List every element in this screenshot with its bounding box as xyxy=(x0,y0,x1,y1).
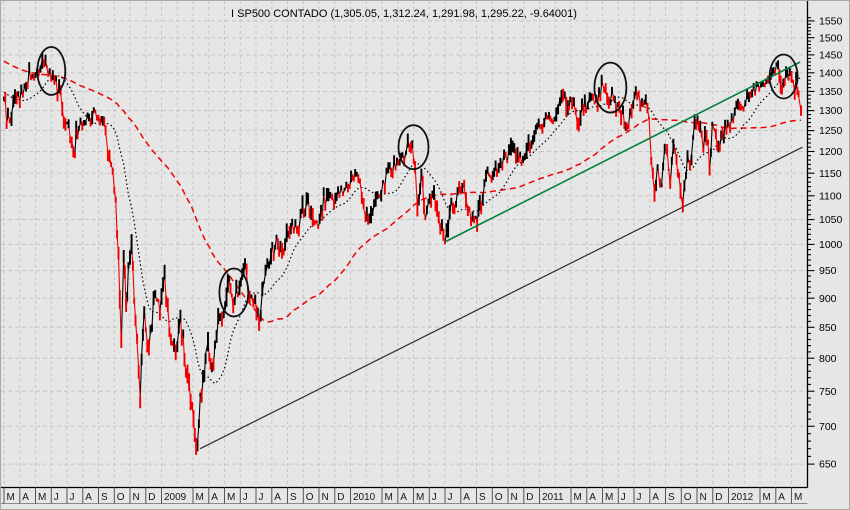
circle-annotation-top-may-2011[interactable] xyxy=(593,61,628,114)
circle-annotation-pullback-may-2009[interactable] xyxy=(218,267,250,318)
y-axis-label: 750 xyxy=(819,386,837,398)
x-axis-label: A xyxy=(778,492,785,503)
x-axis-label: 2009 xyxy=(164,492,187,503)
x-axis-label: J xyxy=(448,492,453,503)
y-axis-label: 1550 xyxy=(819,16,843,28)
x-axis-label: A xyxy=(211,492,218,503)
short-moving-average-line xyxy=(3,75,802,385)
y-axis-label: 1400 xyxy=(819,67,843,79)
y-axis-label: 1250 xyxy=(819,125,843,137)
x-axis-label: 2010 xyxy=(353,492,376,503)
x-axis-label: M xyxy=(574,492,582,503)
x-axis-label: J xyxy=(637,492,642,503)
y-axis-label: 800 xyxy=(819,353,837,365)
x-axis-label: A xyxy=(589,492,596,503)
x-axis-label: M xyxy=(38,492,46,503)
trendline-green-rising[interactable] xyxy=(444,61,801,243)
circle-annotation-top-april-2010[interactable] xyxy=(397,124,430,171)
x-axis-label: 2012 xyxy=(731,492,754,503)
x-axis-label: D xyxy=(526,492,533,503)
y-axis-label: 1000 xyxy=(819,239,843,251)
x-axis-label: O xyxy=(306,492,314,503)
x-axis-label: M xyxy=(385,492,393,503)
y-axis-label: 1500 xyxy=(819,32,843,44)
x-axis-label: A xyxy=(22,492,29,503)
y-axis-label: 850 xyxy=(819,322,837,334)
y-axis-label: 1050 xyxy=(819,214,843,226)
x-axis-label: S xyxy=(668,492,675,503)
y-axis-label: 1150 xyxy=(819,168,842,180)
x-axis-label: 2011 xyxy=(542,492,564,503)
x-axis-label: J xyxy=(70,492,75,503)
x-axis-label: A xyxy=(463,492,470,503)
y-axis: 650 700 750 800 850 900 950 1000 1050 1100 1150 120… xyxy=(806,1,843,488)
x-axis-label: J xyxy=(432,492,437,503)
y-axis-label: 1450 xyxy=(819,50,843,62)
x-axis-label: N xyxy=(322,492,329,503)
x-axis-label: A xyxy=(274,492,281,503)
x-axis-label: A xyxy=(400,492,407,503)
x-axis-label: M xyxy=(763,492,771,503)
x-axis-label: S xyxy=(479,492,486,503)
x-axis-label: J xyxy=(621,492,626,503)
circle-annotation-top-may-2008[interactable] xyxy=(36,46,67,96)
x-axis-label: S xyxy=(290,492,297,503)
y-axis-label: 1300 xyxy=(819,105,843,117)
circle-annotations xyxy=(36,46,799,318)
y-axis-label: 650 xyxy=(819,459,837,471)
x-axis-label: N xyxy=(511,492,518,503)
x-axis-label: A xyxy=(652,492,659,503)
y-axis-label: 1200 xyxy=(819,146,843,158)
x-axis-label: J xyxy=(243,492,248,503)
x-axis-label: D xyxy=(337,492,344,503)
x-axis-label: O xyxy=(684,492,692,503)
y-axis-label: 1350 xyxy=(819,86,843,98)
x-axis-label: S xyxy=(101,492,108,503)
x-axis-label: M xyxy=(196,492,204,503)
trendline-black-support[interactable] xyxy=(199,146,803,450)
x-axis-label: A xyxy=(85,492,92,503)
x-axis-label: J xyxy=(259,492,264,503)
x-axis-label: M xyxy=(227,492,235,503)
x-axis-label: D xyxy=(715,492,722,503)
y-axis-label: 900 xyxy=(819,293,837,305)
price-series xyxy=(3,52,802,455)
circle-annotation-top-april-2012[interactable] xyxy=(768,53,799,100)
x-axis-label: J xyxy=(54,492,59,503)
x-axis-label: O xyxy=(495,492,503,503)
x-axis-label: D xyxy=(148,492,155,503)
grid-lines xyxy=(1,1,808,488)
y-axis-label: 700 xyxy=(819,421,837,433)
x-axis-label: M xyxy=(7,492,15,503)
y-axis-label: 1100 xyxy=(819,190,842,202)
x-axis-label: O xyxy=(117,492,125,503)
x-axis-label: M xyxy=(605,492,613,503)
x-axis-label: N xyxy=(700,492,707,503)
x-axis: M A M J J A S O N D 2009 M A M J J A S O N D 2010 M A M J J A S O N D 20… xyxy=(1,486,808,504)
x-axis-label: M xyxy=(416,492,424,503)
x-axis-label: N xyxy=(133,492,140,503)
y-axis-label: 950 xyxy=(819,265,837,277)
x-axis-label: M xyxy=(794,492,802,503)
long-moving-average-line xyxy=(3,60,801,323)
